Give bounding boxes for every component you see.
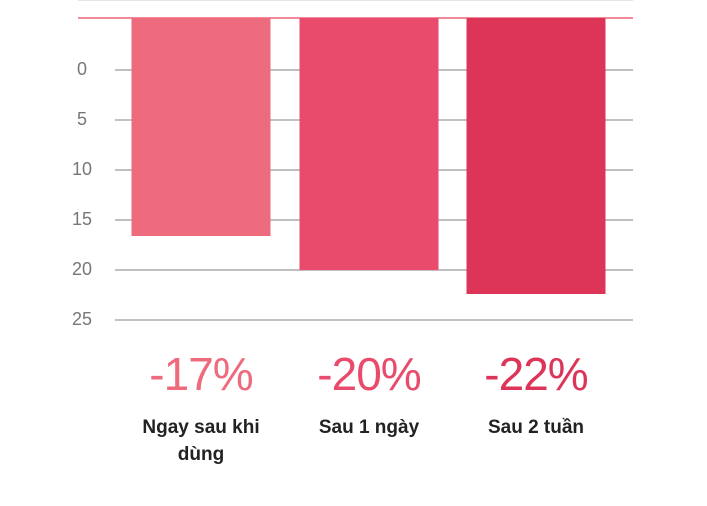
y-tick-label: 5	[77, 109, 87, 129]
y-tick-label: 25	[72, 309, 92, 329]
category-label: Ngay sau khi dùng	[142, 417, 260, 465]
y-tick-label: 0	[77, 59, 87, 79]
y-tick-label: 10	[72, 159, 92, 179]
value-label: -22%	[484, 348, 587, 400]
category-label: Sau 2 tuần	[487, 417, 585, 438]
bar	[131, 18, 271, 236]
bar	[466, 18, 606, 294]
y-tick-label: 15	[72, 209, 92, 229]
value-label: -20%	[317, 348, 420, 400]
category-label: Sau 1 ngày	[318, 417, 420, 438]
bar	[299, 18, 439, 270]
value-label: -17%	[149, 348, 252, 400]
y-tick-label: 20	[72, 259, 92, 279]
